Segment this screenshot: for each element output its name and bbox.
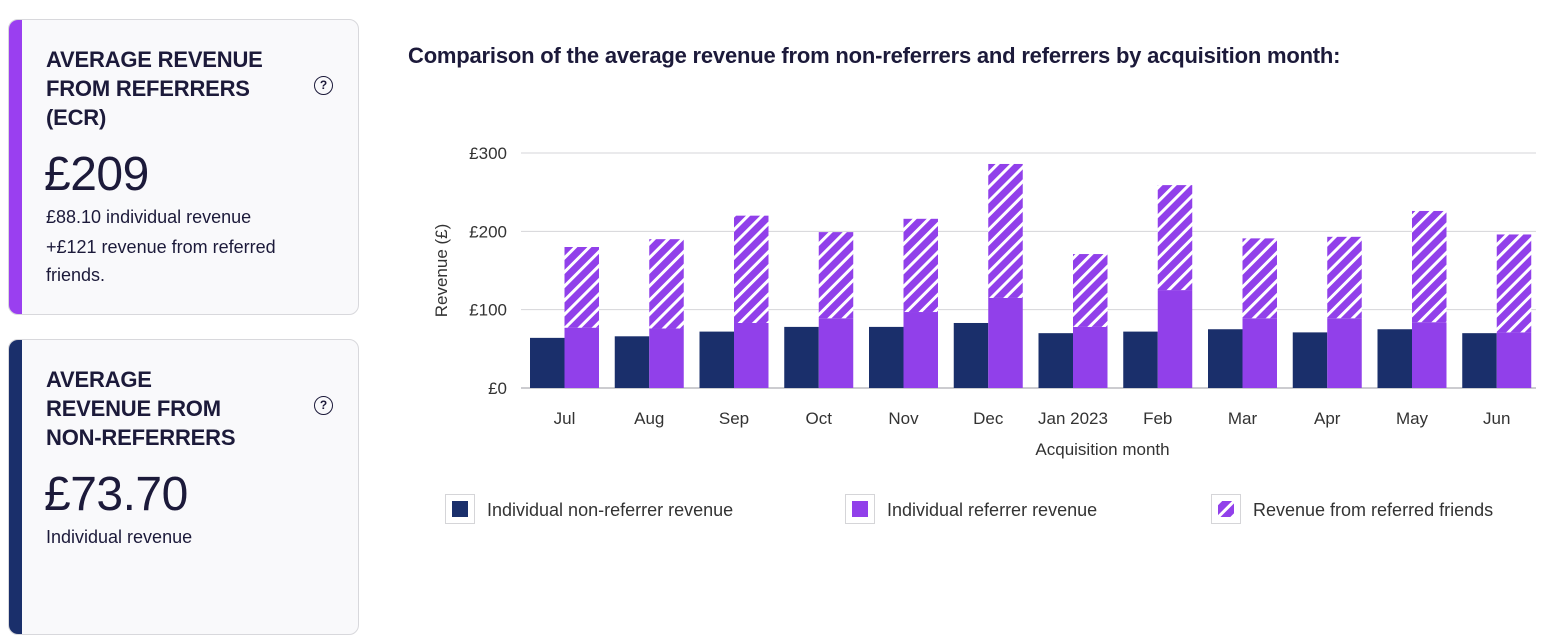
bar-non-referrer[interactable] — [953, 322, 989, 388]
card-accent-bar — [9, 340, 22, 634]
bar-referred-friends[interactable] — [734, 215, 769, 323]
bar-referred-friends[interactable] — [1496, 234, 1532, 333]
bar-non-referrer[interactable] — [699, 331, 735, 388]
bar-referred-friends[interactable] — [818, 232, 854, 319]
bar-referrer-individual[interactable] — [1496, 332, 1532, 388]
bar-referrer-individual[interactable] — [1157, 290, 1193, 388]
legend-swatch-icon — [1211, 494, 1241, 524]
bar-referred-friends[interactable] — [1327, 236, 1362, 319]
bar-referrer-individual[interactable] — [1412, 322, 1447, 388]
legend-label: Individual non-referrer revenue — [487, 500, 734, 520]
x-tick-label: Apr — [1314, 409, 1341, 428]
x-tick-label: Nov — [888, 409, 919, 428]
legend-swatch-icon — [845, 494, 875, 524]
bar-non-referrer[interactable] — [1462, 333, 1497, 388]
x-tick-label: Mar — [1228, 409, 1258, 428]
bar-referrer-individual[interactable] — [988, 297, 1023, 388]
help-icon[interactable]: ? — [314, 76, 333, 95]
bar-non-referrer[interactable] — [1292, 332, 1328, 388]
x-tick-label: Sep — [719, 409, 749, 428]
bar-non-referrer[interactable] — [1038, 333, 1074, 388]
bar-referrer-individual[interactable] — [818, 318, 854, 388]
card-accent-bar — [9, 20, 22, 314]
legend-item-referrer[interactable]: Individual referrer revenue — [845, 494, 1125, 524]
bar-referred-friends[interactable] — [1073, 254, 1108, 327]
y-tick-label: £300 — [469, 144, 507, 163]
individual-revenue-text: Individual revenue — [46, 527, 193, 547]
y-tick-label: £100 — [469, 301, 507, 320]
legend-item-non-referrer[interactable]: Individual non-referrer revenue — [445, 494, 745, 524]
referred-revenue-text: +£121 revenue from referred friends. — [46, 237, 276, 285]
legend-label: Revenue from referred friends — [1253, 500, 1494, 520]
bar-referred-friends[interactable] — [564, 247, 600, 328]
x-tick-label: Oct — [806, 409, 833, 428]
average-revenue-value: £73.70 — [44, 468, 188, 521]
legend-label: Individual referrer revenue — [887, 500, 1098, 520]
referrers-revenue-card: AVERAGE REVENUE FROM REFERRERS (ECR) ? £… — [8, 19, 359, 315]
bar-referrer-individual[interactable] — [1327, 318, 1362, 388]
bar-referred-friends[interactable] — [1242, 238, 1278, 319]
bar-non-referrer[interactable] — [869, 326, 904, 388]
bar-referred-friends[interactable] — [1412, 210, 1447, 323]
bar-referrer-individual[interactable] — [734, 322, 769, 388]
y-tick-label: £0 — [488, 379, 507, 398]
y-axis-label: Revenue (£) — [432, 224, 451, 318]
bar-non-referrer[interactable] — [784, 326, 819, 388]
bar-referred-friends[interactable] — [1157, 185, 1193, 291]
y-tick-label: £200 — [469, 222, 507, 241]
bar-referrer-individual[interactable] — [903, 312, 939, 388]
x-tick-label: Jun — [1483, 409, 1510, 428]
bar-referred-friends[interactable] — [649, 239, 684, 329]
bar-non-referrer[interactable] — [1123, 331, 1158, 388]
non-referrers-revenue-card: AVERAGE REVENUE FROM NON-REFERRERS ? £73… — [8, 339, 359, 635]
revenue-bar-chart: £0 £100 £200 £300 Revenue (£) Acquisition mon… — [432, 144, 1536, 459]
x-tick-label: May — [1396, 409, 1429, 428]
x-axis-label: Acquisition month — [1035, 440, 1169, 459]
card-title: AVERAGE REVENUE FROM REFERRERS (ECR) — [46, 47, 263, 130]
help-icon[interactable]: ? — [314, 396, 333, 415]
x-tick-label: Jan 2023 — [1038, 409, 1108, 428]
x-tick-label: Jul — [554, 409, 576, 428]
bar-referred-friends[interactable] — [903, 218, 939, 313]
bar-non-referrer[interactable] — [1377, 329, 1413, 388]
legend-swatch-icon — [445, 494, 475, 524]
bar-referrer-individual[interactable] — [649, 328, 684, 388]
x-tick-label: Feb — [1143, 409, 1172, 428]
bar-non-referrer[interactable] — [614, 336, 650, 388]
bar-referrer-individual[interactable] — [564, 327, 600, 388]
bar-referrer-individual[interactable] — [1242, 318, 1278, 388]
x-tick-label: Dec — [973, 409, 1004, 428]
bar-referred-friends[interactable] — [988, 163, 1023, 298]
bar-referrer-individual[interactable] — [1073, 326, 1108, 388]
bar-non-referrer[interactable] — [1208, 329, 1243, 388]
chart-title: Comparison of the average revenue from n… — [408, 43, 1341, 68]
legend-item-referred-friends[interactable]: Revenue from referred friends — [1211, 494, 1511, 524]
average-revenue-value: £209 — [44, 148, 149, 201]
bar-non-referrer[interactable] — [530, 337, 565, 388]
individual-revenue-text: £88.10 individual revenue — [46, 207, 252, 227]
card-title: AVERAGE REVENUE FROM NON-REFERRERS — [46, 367, 236, 450]
x-tick-label: Aug — [634, 409, 664, 428]
